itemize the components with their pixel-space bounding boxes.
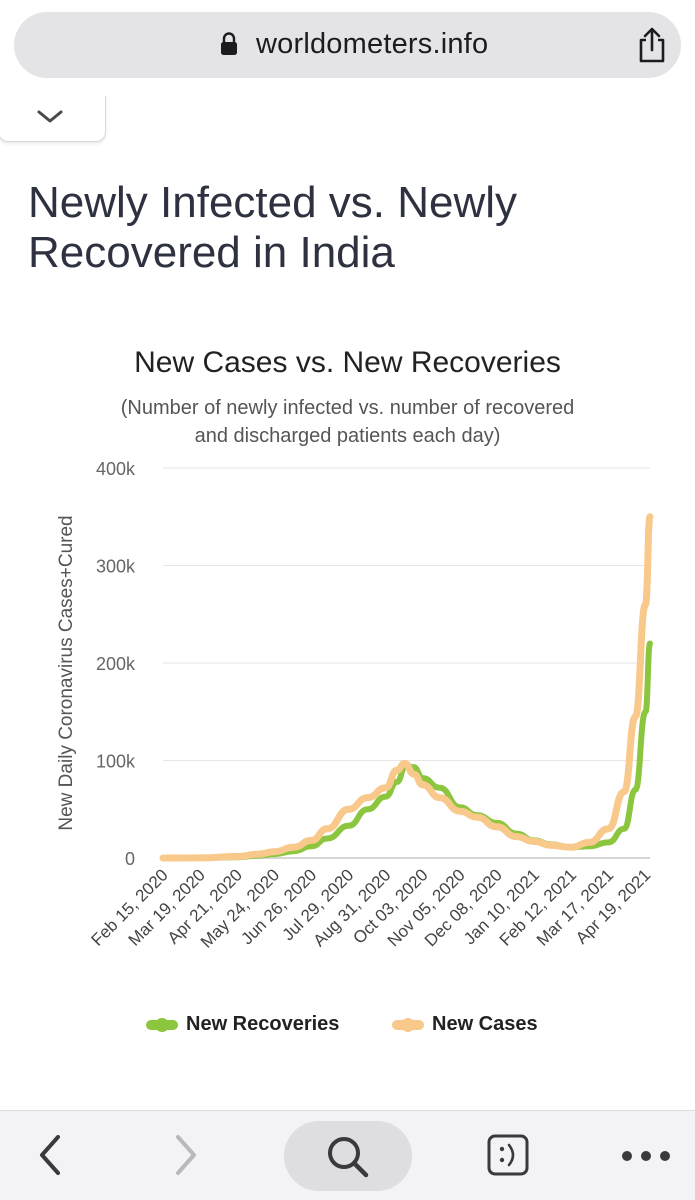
chart-subtitle: (Number of newly infected vs. number of … [80,394,615,450]
legend-swatch-new-recoveries [146,1018,178,1032]
url-text: worldometers.info [256,28,489,60]
legend-label-new-cases: New Cases [432,1013,538,1035]
share-icon[interactable] [636,26,668,64]
tab-icon[interactable] [486,1133,530,1177]
page-title: Newly Infected vs. Newly Recovered in In… [28,178,518,277]
more-icon[interactable] [620,1149,672,1163]
lock-icon [221,32,237,55]
back-icon[interactable] [36,1133,64,1177]
series-line-new-cases[interactable] [159,513,654,862]
search-button[interactable] [284,1121,412,1191]
browser-address-area: worldometers.info [0,0,695,96]
chart-container: New Daily Coronavirus Cases+Cured 0 100k 2… [0,330,695,1050]
y-tick-label: 300k [96,557,136,577]
y-tick-label: 100k [96,752,136,772]
chevron-down-icon [37,110,63,123]
browser-toolbar [0,1110,695,1200]
chart-title: New Cases vs. New Recoveries [134,346,561,379]
chart-legend: New Recoveries New Cases [0,1010,695,1040]
address-bar[interactable]: worldometers.info [14,12,681,78]
series-line-new-recoveries[interactable] [160,640,653,861]
y-tick-label: 0 [125,849,135,869]
chart-subtitle-line-2: and discharged patients each day) [194,425,501,447]
y-axis-title: New Daily Coronavirus Cases+Cured [56,515,77,830]
line-chart: New Daily Coronavirus Cases+Cured 0 100k 2… [56,459,654,952]
forward-icon[interactable] [172,1133,200,1177]
chart-subtitle-line-1: (Number of newly infected vs. number of … [120,397,575,419]
y-tick-label: 400k [96,459,136,479]
collapse-toggle-button[interactable] [0,96,106,142]
legend-swatch-new-cases [392,1018,424,1032]
search-icon [328,1137,369,1178]
legend-label-new-recoveries: New Recoveries [186,1013,340,1035]
y-tick-label: 200k [96,654,136,674]
